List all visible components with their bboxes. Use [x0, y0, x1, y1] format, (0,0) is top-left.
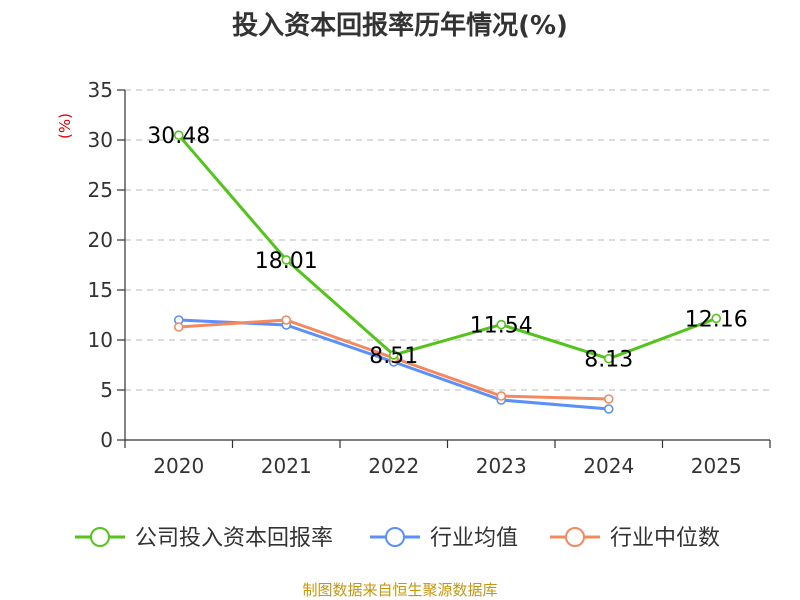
legend-label[interactable]: 行业中位数	[610, 526, 720, 551]
y-tick-label: 25	[88, 178, 113, 202]
chart-title: 投入资本回报率历年情况(%)	[232, 10, 568, 41]
legend-label[interactable]: 公司投入资本回报率	[135, 526, 333, 551]
data-point[interactable]	[603, 353, 614, 364]
legend-marker	[385, 527, 405, 547]
y-tick-label: 15	[88, 278, 113, 302]
x-tick-label: 2022	[368, 454, 419, 478]
legend[interactable]: 公司投入资本回报率 行业均值 行业中位数	[75, 526, 720, 551]
legend-label[interactable]: 行业均值	[430, 526, 518, 551]
data-point[interactable]	[496, 391, 507, 401]
data-point[interactable]	[173, 322, 184, 332]
y-tick-label: 0	[100, 428, 113, 452]
y-tick-label: 5	[100, 378, 113, 402]
data-label: 8.51	[369, 344, 418, 369]
x-tick-label: 2020	[153, 454, 204, 478]
data-point[interactable]	[603, 394, 614, 404]
data-label: 18.01	[255, 249, 318, 274]
x-tick-label: 2023	[476, 454, 527, 478]
data-point[interactable]	[603, 404, 614, 414]
x-tick-label: 2024	[583, 454, 634, 478]
legend-marker	[90, 527, 110, 547]
data-point[interactable]	[496, 319, 507, 330]
data-point[interactable]	[281, 315, 292, 325]
data-label: 8.13	[584, 348, 633, 373]
series-line-0	[177, 134, 717, 361]
data-label: 12.16	[685, 307, 748, 332]
x-tick-label: 2025	[691, 454, 742, 478]
data-point[interactable]	[173, 130, 184, 140]
source-note: 制图数据来自恒生聚源数据库	[302, 581, 497, 599]
data-point[interactable]	[388, 350, 399, 360]
data-label: 30.48	[147, 124, 210, 149]
data-point[interactable]	[281, 255, 292, 265]
series-group	[173, 130, 722, 414]
y-tick-label: 30	[88, 128, 113, 152]
x-tick-label: 2021	[261, 454, 312, 478]
data-labels: 30.48 18.01 8.51 11.54 8.13 12.16	[147, 124, 747, 373]
data-point[interactable]	[711, 313, 722, 324]
y-tick-label: 10	[88, 328, 113, 352]
y-tick-label: 35	[88, 78, 113, 102]
data-label: 11.54	[470, 314, 533, 339]
grid-lines	[125, 89, 770, 391]
legend-marker	[565, 527, 585, 547]
y-tick-label: 20	[88, 228, 113, 252]
y-axis-unit: (%)	[56, 113, 74, 139]
